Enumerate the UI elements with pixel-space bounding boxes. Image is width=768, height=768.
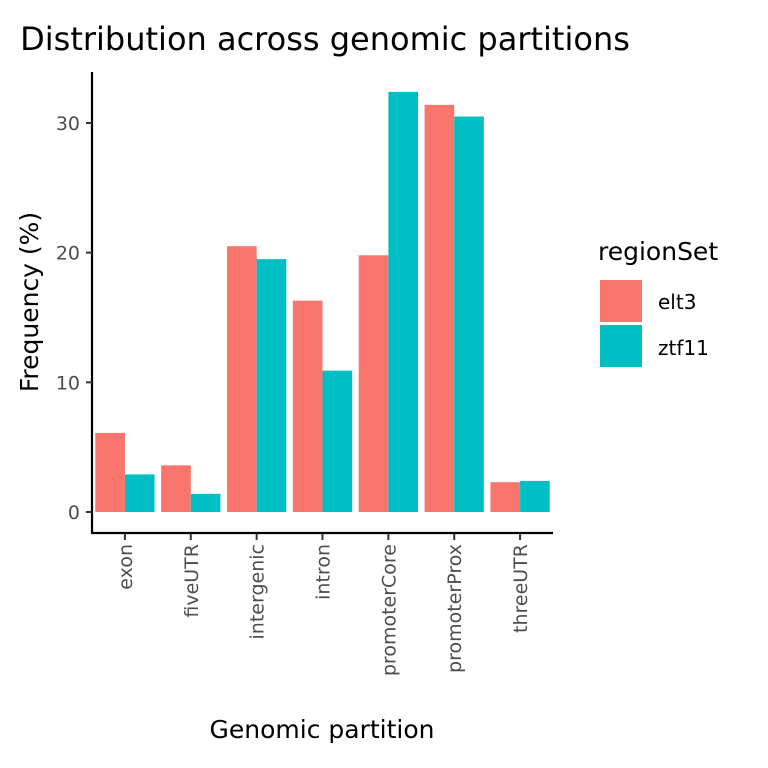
bar-exon-elt3	[95, 432, 125, 512]
y-tick-label: 10	[56, 372, 80, 394]
bar-promoterProx-elt3	[424, 104, 455, 512]
x-tick-label-exon: exon	[115, 544, 137, 590]
chart-title: Distribution across genomic partitions	[20, 20, 630, 58]
x-tick-label-fiveUTR: fiveUTR	[181, 544, 203, 618]
bar-promoterProx-ztf11	[454, 116, 484, 513]
y-tick-label: 20	[56, 243, 80, 265]
x-tick-label-promoterCore: promoterCore	[378, 544, 400, 676]
bar-fiveUTR-ztf11	[190, 493, 221, 512]
legend-title: regionSet	[598, 237, 718, 266]
bar-intergenic-elt3	[227, 246, 257, 512]
y-tick-label: 0	[68, 502, 80, 524]
bar-intergenic-ztf11	[256, 259, 287, 512]
bar-intron-elt3	[292, 300, 323, 512]
bar-threeUTR-elt3	[490, 482, 521, 512]
bar-promoterCore-elt3	[358, 255, 389, 512]
legend-label-ztf11: ztf11	[658, 336, 709, 360]
legend-key-ztf11	[600, 325, 642, 367]
x-tick-label-promoterProx: promoterProx	[444, 544, 466, 673]
x-tick-label-threeUTR: threeUTR	[510, 544, 532, 633]
y-axis-title: Frequency (%)	[15, 212, 44, 392]
legend-key-elt3	[600, 280, 642, 322]
legend: regionSet elt3 ztf11	[598, 237, 718, 367]
x-axis-title: Genomic partition	[210, 715, 435, 744]
bar-exon-ztf11	[124, 474, 155, 512]
x-tick-label-intron: intron	[313, 544, 335, 600]
bar-fiveUTR-elt3	[161, 465, 191, 512]
y-tick-label: 30	[56, 113, 80, 135]
x-ticks-group: exon fiveUTR intergenic intron promoterCore p…	[115, 534, 532, 676]
legend-label-elt3: elt3	[658, 290, 696, 314]
bar-intron-ztf11	[322, 370, 353, 512]
x-tick-label-intergenic: intergenic	[247, 544, 269, 639]
y-ticks-group: 0 10 20 30	[56, 113, 92, 524]
bar-promoterCore-ztf11	[388, 91, 418, 512]
bars-group	[95, 91, 550, 513]
bar-threeUTR-ztf11	[520, 480, 550, 512]
